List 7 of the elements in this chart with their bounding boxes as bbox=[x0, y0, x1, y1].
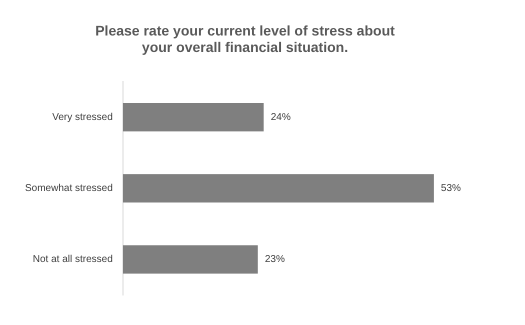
y-tick-label: Very stressed bbox=[52, 112, 113, 123]
y-tick-label: Somewhat stressed bbox=[24, 183, 113, 194]
y-tick-label: Not at all stressed bbox=[32, 254, 113, 266]
data-label: 53% bbox=[440, 183, 462, 194]
chart-title: Please rate your current level of stress about your overall financial situation. bbox=[95, 22, 396, 56]
data-label: 23% bbox=[264, 254, 285, 266]
data-label: 24% bbox=[270, 112, 291, 123]
